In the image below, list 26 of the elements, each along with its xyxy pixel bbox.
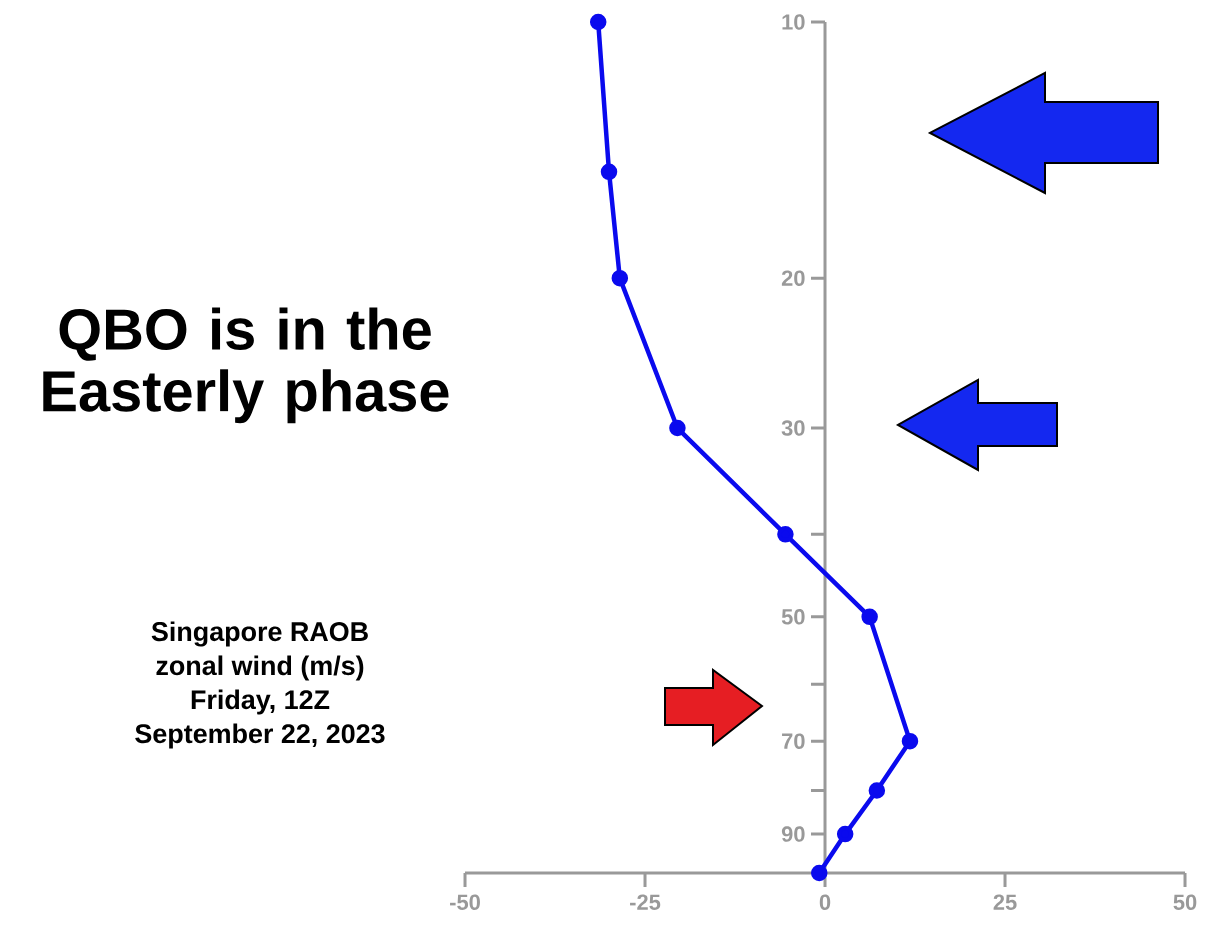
point [589,13,607,31]
text: Friday, 12Z [191,689,330,715]
point [901,732,919,750]
y-tick-label: 50 [781,609,805,625]
y-tick-label: 20 [781,270,805,286]
point [611,269,629,287]
x-tick-label: 0 [819,894,831,910]
y-tick-label: 10 [782,14,805,30]
text: QBO is in the Easterly phase [43,307,449,424]
point [811,864,828,882]
y-tick-label: 30 [781,420,805,436]
point [861,608,878,626]
point [600,163,618,181]
text: zonal wind (m/s) [156,655,364,681]
text: September 22, 2023 [135,723,385,749]
point [777,526,794,543]
x-tick-label: -25 [630,894,661,910]
y-tick-label: 90 [781,826,805,842]
point [868,782,886,799]
text: Singapore RAOB [151,621,368,647]
point [669,419,686,437]
x-tick-label: 25 [993,894,1017,910]
point [836,825,854,843]
x-tick-label: 50 [1173,894,1197,910]
y-tick-label: 70 [782,733,805,749]
x-tick-label: -50 [450,894,480,910]
